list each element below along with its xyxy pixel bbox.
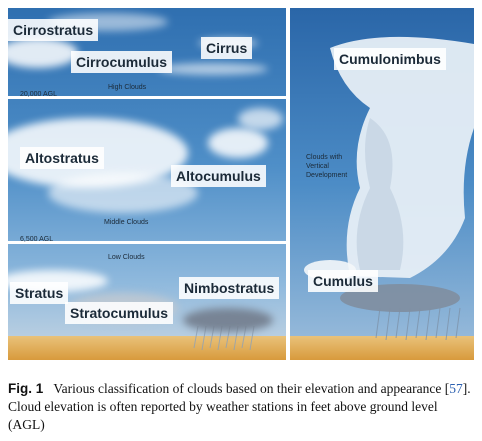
- mid-low-divider: [8, 241, 286, 244]
- caption-text-start: Various classification of clouds based o…: [53, 381, 450, 396]
- altocumulus-puff: [238, 108, 283, 130]
- nimbostratus-label: Nimbostratus: [179, 277, 280, 299]
- middle-clouds-label: Middle Clouds: [104, 219, 149, 226]
- altocumulus-label: Altocumulus: [171, 165, 266, 187]
- high-clouds-label: High Clouds: [108, 84, 147, 91]
- citation-link[interactable]: 57: [449, 381, 463, 396]
- cumulonimbus-label: Cumulonimbus: [334, 48, 446, 70]
- layered-clouds-panel: 20,000 AGL 6,500 AGL High Clouds Middle …: [8, 8, 286, 360]
- altocumulus-cloud: [208, 128, 268, 158]
- vertical-development-panel: Clouds with Vertical Development Cumulon…: [290, 8, 474, 360]
- cirrostratus-cloud: [8, 38, 78, 68]
- cloud-classification-figure: 20,000 AGL 6,500 AGL High Clouds Middle …: [8, 8, 474, 360]
- cirrus-wisp: [158, 63, 268, 75]
- vertical-label-line-1: Clouds with: [306, 154, 343, 161]
- stratocumulus-label: Stratocumulus: [65, 302, 174, 324]
- cirrus-label: Cirrus: [201, 37, 253, 59]
- figure-caption: Fig. 1 Various classification of clouds …: [8, 380, 474, 434]
- caption-text-end: ]. Cloud elevation is often reported by …: [8, 381, 471, 432]
- low-clouds-label: Low Clouds: [108, 254, 145, 261]
- vertical-label-line-2: Vertical: [306, 163, 329, 170]
- vertical-development-label: Clouds with Vertical Development: [306, 153, 347, 180]
- nimbostratus-cloud: [183, 308, 273, 332]
- cumulus-label: Cumulus: [308, 270, 378, 292]
- high-altitude-marker: 20,000 AGL: [20, 91, 57, 98]
- vertical-sky-background: [290, 8, 474, 360]
- figure-number: Fig. 1: [8, 381, 44, 396]
- vertical-label-line-3: Development: [306, 172, 348, 179]
- altostratus-label: Altostratus: [20, 147, 104, 169]
- high-mid-divider: [8, 96, 286, 99]
- cirrocumulus-label: Cirrocumulus: [71, 51, 173, 73]
- stratus-label: Stratus: [10, 282, 69, 304]
- cirrostratus-label: Cirrostratus: [8, 19, 99, 41]
- low-altitude-marker: 6,500 AGL: [20, 236, 54, 243]
- panel-divider: [286, 8, 290, 360]
